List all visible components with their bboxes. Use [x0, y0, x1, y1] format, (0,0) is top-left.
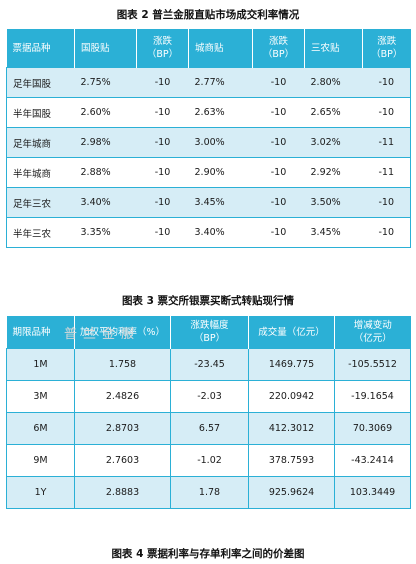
table-row: 1M 1.758 -23.45 1469.775 -105.5512 — [6, 348, 411, 381]
table-row: 3M 2.4826 -2.03 220.0942 -19.1654 — [6, 380, 411, 413]
volume-cell: 925.9624 — [248, 476, 335, 509]
volume-change-cell: 103.3449 — [334, 476, 411, 509]
rate-cell: 2.80% — [304, 67, 363, 98]
table-row: 半年城商 2.88% -10 2.90% -10 2.92% -11 — [6, 157, 411, 188]
table-row: 足年国股 2.75% -10 2.77% -10 2.80% -10 — [6, 67, 411, 98]
change-cell: -10 — [136, 217, 189, 248]
change-cell: -10 — [136, 157, 189, 188]
rate-change-cell: 1.78 — [170, 476, 249, 509]
volume-cell: 220.0942 — [248, 380, 335, 413]
rate-cell: 2.98% — [74, 127, 137, 158]
term-cell: 1Y — [6, 476, 75, 509]
volume-change-cell: -105.5512 — [334, 348, 411, 381]
rate-change-cell: -23.45 — [170, 348, 249, 381]
figure4-caption: 图表 4 票据利率与存单利率之间的价差图 — [111, 548, 305, 560]
header-weighted-rate: 加权平均利率（%） — [74, 316, 171, 349]
volume-cell: 412.3012 — [248, 412, 335, 445]
change-cell: -11 — [362, 127, 411, 158]
rate-cell: 2.77% — [188, 67, 253, 98]
term-cell: 1M — [6, 348, 75, 381]
change-cell: -10 — [252, 217, 305, 248]
change-cell: -11 — [362, 157, 411, 188]
header-change: 涨跌 （BP） — [136, 29, 189, 68]
change-cell: -10 — [136, 187, 189, 218]
header-guogu: 国股贴 — [74, 29, 137, 68]
rate-change-cell: -2.03 — [170, 380, 249, 413]
term-cell: 9M — [6, 444, 75, 477]
change-cell: -10 — [252, 67, 305, 98]
header-change: 涨跌 （BP） — [362, 29, 411, 68]
rediscount-market-table: 期限品种 加权平均利率（%） 涨跌幅度 （BP） 成交量（亿元） 增减变动 （亿… — [6, 316, 411, 509]
rate-change-cell: -1.02 — [170, 444, 249, 477]
rate-cell: 2.75% — [74, 67, 137, 98]
rate-cell: 3.35% — [74, 217, 137, 248]
rate-cell: 2.63% — [188, 97, 253, 128]
change-cell: -10 — [136, 127, 189, 158]
change-cell: -10 — [136, 97, 189, 128]
header-bill-type: 票据品种 — [6, 29, 75, 68]
weighted-rate-cell: 1.758 — [74, 348, 171, 381]
rate-change-cell: 6.57 — [170, 412, 249, 445]
weighted-rate-cell: 2.7603 — [74, 444, 171, 477]
bill-type-cell: 半年城商 — [6, 157, 75, 188]
change-cell: -10 — [362, 67, 411, 98]
change-cell: -10 — [362, 217, 411, 248]
volume-change-cell: 70.3069 — [334, 412, 411, 445]
table1-caption: 图表 2 普兰金服直贴市场成交利率情况 — [116, 9, 300, 21]
table-header-row: 期限品种 加权平均利率（%） 涨跌幅度 （BP） 成交量（亿元） 增减变动 （亿… — [6, 316, 411, 349]
weighted-rate-cell: 2.8703 — [74, 412, 171, 445]
rate-cell: 3.40% — [74, 187, 137, 218]
bill-type-cell: 半年三农 — [6, 217, 75, 248]
header-chengshang: 城商贴 — [188, 29, 253, 68]
rate-cell: 3.50% — [304, 187, 363, 218]
volume-change-cell: -19.1654 — [334, 380, 411, 413]
header-change: 涨跌 （BP） — [252, 29, 305, 68]
table-row: 半年三农 3.35% -10 3.40% -10 3.45% -10 — [6, 217, 411, 248]
change-cell: -10 — [252, 187, 305, 218]
rate-cell: 3.02% — [304, 127, 363, 158]
table-header-row: 票据品种 国股贴 涨跌 （BP） 城商贴 涨跌 （BP） 三农贴 涨跌 （BP） — [6, 29, 411, 68]
rate-cell: 3.45% — [188, 187, 253, 218]
table-row: 足年三农 3.40% -10 3.45% -10 3.50% -10 — [6, 187, 411, 218]
rate-cell: 2.65% — [304, 97, 363, 128]
header-term: 期限品种 — [6, 316, 75, 349]
table2-caption: 图表 3 票交所银票买断式转贴现行情 — [121, 295, 295, 307]
bill-type-cell: 足年三农 — [6, 187, 75, 218]
header-sannong: 三农贴 — [304, 29, 363, 68]
header-rate-change: 涨跌幅度 （BP） — [170, 316, 249, 349]
change-cell: -10 — [136, 67, 189, 98]
rate-cell: 2.60% — [74, 97, 137, 128]
bill-type-cell: 足年城商 — [6, 127, 75, 158]
change-cell: -10 — [362, 97, 411, 128]
header-volume: 成交量（亿元） — [248, 316, 335, 349]
table-row: 半年国股 2.60% -10 2.63% -10 2.65% -10 — [6, 97, 411, 128]
table-row: 6M 2.8703 6.57 412.3012 70.3069 — [6, 412, 411, 445]
rate-cell: 3.00% — [188, 127, 253, 158]
change-cell: -10 — [252, 127, 305, 158]
bill-type-cell: 足年国股 — [6, 67, 75, 98]
volume-change-cell: -43.2414 — [334, 444, 411, 477]
change-cell: -10 — [252, 97, 305, 128]
change-cell: -10 — [362, 187, 411, 218]
table-row: 足年城商 2.98% -10 3.00% -10 3.02% -11 — [6, 127, 411, 158]
weighted-rate-cell: 2.8883 — [74, 476, 171, 509]
term-cell: 3M — [6, 380, 75, 413]
rate-cell: 2.90% — [188, 157, 253, 188]
table-row: 1Y 2.8883 1.78 925.9624 103.3449 — [6, 476, 411, 509]
table-row: 9M 2.7603 -1.02 378.7593 -43.2414 — [6, 444, 411, 477]
rate-cell: 2.92% — [304, 157, 363, 188]
rate-cell: 3.45% — [304, 217, 363, 248]
bill-type-cell: 半年国股 — [6, 97, 75, 128]
header-volume-change: 增减变动 （亿元） — [334, 316, 411, 349]
rate-cell: 3.40% — [188, 217, 253, 248]
volume-cell: 1469.775 — [248, 348, 335, 381]
term-cell: 6M — [6, 412, 75, 445]
rate-cell: 2.88% — [74, 157, 137, 188]
weighted-rate-cell: 2.4826 — [74, 380, 171, 413]
change-cell: -10 — [252, 157, 305, 188]
direct-discount-rate-table: 票据品种 国股贴 涨跌 （BP） 城商贴 涨跌 （BP） 三农贴 涨跌 （BP）… — [6, 29, 411, 248]
volume-cell: 378.7593 — [248, 444, 335, 477]
